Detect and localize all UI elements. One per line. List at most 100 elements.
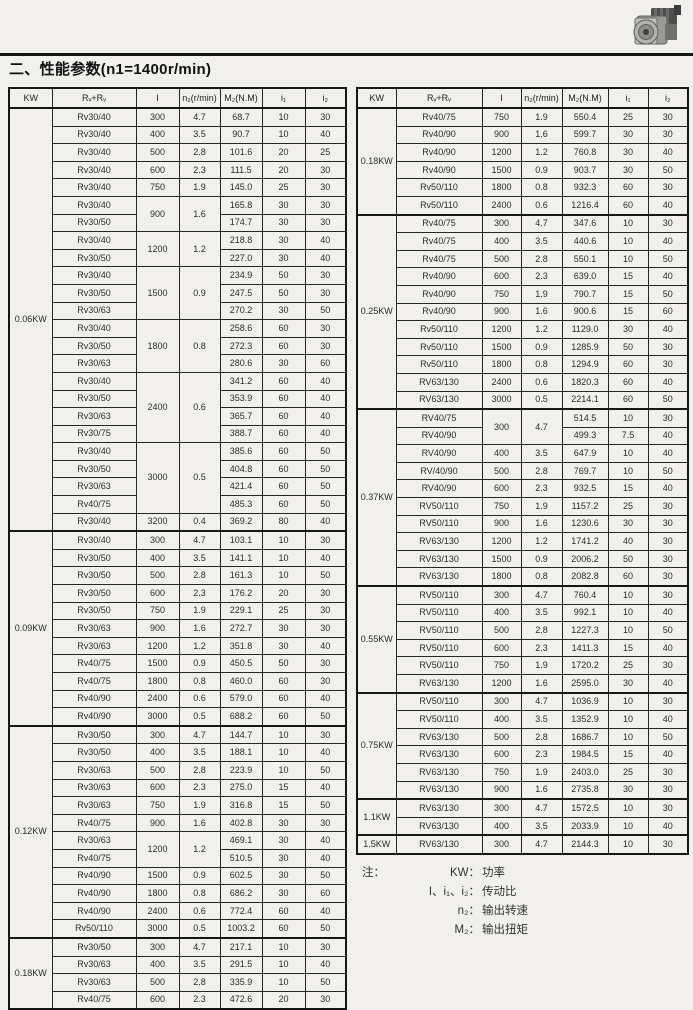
i1-cell: 20 xyxy=(261,160,306,180)
torque-m2-cell: 514.5 xyxy=(561,408,609,428)
torque-m2-cell: 365.7 xyxy=(219,407,263,426)
table-row: RV50/110 400 3.5 1352.9 10 40 xyxy=(357,710,689,729)
speed-n2-cell: 0.5 xyxy=(178,707,221,727)
model-cell: RV63/130 xyxy=(395,834,483,855)
note-definition: 输出转速 xyxy=(482,904,528,917)
i1-cell: 60 xyxy=(607,390,649,410)
table-row: RV63/130 600 2.3 1984.5 15 40 xyxy=(357,745,689,764)
note-term: M₂： xyxy=(454,923,480,936)
torque-m2-cell: 1411.3 xyxy=(561,638,609,658)
i2-cell: 40 xyxy=(304,512,347,532)
model-cell: Rv30/50 xyxy=(51,459,137,479)
speed-n2-cell: 1.6 xyxy=(520,673,563,694)
table-row: RV63/130 750 1.9 2403.0 25 30 xyxy=(357,762,689,782)
speed-n2-cell: 2.8 xyxy=(520,461,563,481)
ratio-i-cell: 600 xyxy=(135,160,180,180)
i1-cell: 15 xyxy=(607,479,649,499)
ratio-i-cell: 3200 xyxy=(135,512,180,532)
torque-m2-cell: 992.1 xyxy=(561,603,609,623)
torque-m2-cell: 460.0 xyxy=(219,672,263,691)
i1-cell: 10 xyxy=(607,232,649,251)
ratio-i-cell: 400 xyxy=(135,955,180,975)
torque-m2-cell: 1352.9 xyxy=(561,710,609,729)
model-cell: Rv30/50 xyxy=(51,548,137,568)
speed-n2-cell: 0.8 xyxy=(520,567,563,587)
ratio-i-cell: 3000 xyxy=(135,919,180,939)
ratio-i-cell: 750 xyxy=(135,601,180,621)
i2-cell: 30 xyxy=(647,106,689,127)
table-row: Rv30/40 400 3.5 90.7 10 40 xyxy=(9,125,347,145)
i1-cell: 15 xyxy=(607,267,649,286)
i1-cell: 30 xyxy=(261,619,306,638)
table-row: Rv30/63 400 3.5 291.5 10 40 xyxy=(9,955,347,975)
i2-cell: 50 xyxy=(304,760,347,780)
model-cell: Rv30/63 xyxy=(51,301,137,321)
note-term: I、i₁、i₂： xyxy=(428,885,480,898)
i2-cell: 40 xyxy=(304,955,347,975)
i1-cell: 60 xyxy=(261,424,306,444)
model-cell: Rv30/63 xyxy=(51,973,137,992)
table-row: Rv40/75 1800 0.8 460.0 60 30 xyxy=(9,672,347,691)
model-cell: RV/40/90 xyxy=(395,461,483,481)
i1-cell: 10 xyxy=(261,743,306,762)
model-cell: Rv40/75 xyxy=(51,813,137,833)
table-row: Rv40/90 750 1.9 790.7 15 50 xyxy=(357,284,689,304)
torque-m2-cell: 485.3 xyxy=(219,495,263,514)
torque-m2-cell: 1984.5 xyxy=(561,745,609,764)
table-row: RV40/90 499.3 7.5 40 xyxy=(357,426,689,446)
i1-cell: 30 xyxy=(261,231,306,250)
ratio-i-cell: 750 xyxy=(135,178,180,197)
model-cell: RV40/90 xyxy=(395,479,483,499)
table-row: 0.09KW Rv30/40 300 4.7 103.1 10 30 xyxy=(8,530,347,727)
torque-m2-cell: 903.7 xyxy=(561,160,609,180)
model-cell: Rv40/90 xyxy=(51,689,137,709)
ratio-i-cell: 400 xyxy=(481,816,522,836)
table-row: RV50/110 500 2.8 1227.3 10 50 xyxy=(357,621,689,640)
model-cell: Rv30/40 xyxy=(51,160,137,180)
model-cell: Rv40/75 xyxy=(51,495,137,514)
i2-cell: 40 xyxy=(304,636,347,656)
i1-cell: 30 xyxy=(261,848,306,868)
i1-cell: 30 xyxy=(607,780,649,800)
i2-cell: 40 xyxy=(647,267,689,286)
speed-n2-cell: 1.6 xyxy=(520,780,563,800)
table-row: Rv30/40 500 2.8 101.6 20 25 xyxy=(9,143,347,162)
table-row: 0.18KW Rv40/75 750 1.9 550.4 25 30 xyxy=(356,106,689,216)
table-row: RV40/90 400 3.5 647.9 10 40 xyxy=(357,444,689,463)
table-row: Rv30/63 900 1.6 272.7 30 30 xyxy=(9,619,347,638)
i2-cell: 60 xyxy=(647,302,689,322)
speed-n2-cell: 2.3 xyxy=(178,584,221,603)
speed-n2-cell: 0.9 xyxy=(520,337,563,357)
speed-n2-cell: 1.9 xyxy=(178,601,221,621)
i2-cell: 30 xyxy=(304,672,347,691)
i2-cell: 40 xyxy=(647,638,689,658)
ratio-i-cell: 900 xyxy=(135,195,180,233)
i1-cell: 10 xyxy=(607,461,649,481)
model-cell: RV50/110 xyxy=(395,710,483,729)
table-row: Rv40/90 3000 0.5 688.2 60 50 xyxy=(9,707,347,727)
i2-cell: 30 xyxy=(304,195,347,215)
model-cell: Rv30/63 xyxy=(51,619,137,638)
i2-cell: 30 xyxy=(304,654,347,673)
i2-cell: 30 xyxy=(647,213,689,234)
i2-cell: 40 xyxy=(647,444,689,463)
kw-group-label: 0.55KW xyxy=(356,585,397,694)
speed-n2-cell: 0.6 xyxy=(178,689,221,709)
model-cell: Rv40/75 xyxy=(395,106,483,127)
i1-cell: 30 xyxy=(607,673,649,694)
column-header: Rᵥ+Rᵥ xyxy=(395,87,483,109)
speed-n2-cell: 4.7 xyxy=(178,936,221,957)
table-row: Rv40/90 900 1.6 599.7 30 30 xyxy=(357,125,689,145)
i1-cell: 25 xyxy=(607,656,649,675)
model-cell: Rv30/50 xyxy=(51,724,137,745)
model-cell: Rv30/63 xyxy=(51,636,137,656)
ratio-i-cell: 2400 xyxy=(481,372,522,392)
torque-m2-cell: 2403.0 xyxy=(561,762,609,782)
i1-cell: 30 xyxy=(261,301,306,321)
model-cell: Rv50/110 xyxy=(395,320,483,339)
i2-cell: 30 xyxy=(304,724,347,745)
speed-n2-cell: 3.5 xyxy=(520,710,563,729)
model-cell: Rv30/40 xyxy=(51,178,137,197)
table-row: Rv40/75 485.3 60 50 xyxy=(9,495,347,514)
model-cell: RV50/110 xyxy=(395,497,483,516)
